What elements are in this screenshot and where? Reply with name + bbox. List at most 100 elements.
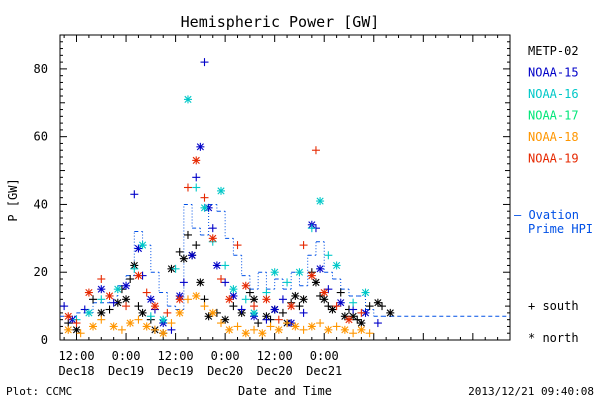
noaa-15-point <box>221 278 230 287</box>
legend-entry-metp-02: METP-02 <box>528 44 579 58</box>
x-tick-label-time: 12:00 <box>58 349 94 363</box>
metp-02-point <box>183 230 192 239</box>
noaa-16-point <box>192 183 201 192</box>
noaa-15-point <box>237 305 246 314</box>
marker-legend-south: + south <box>528 299 579 313</box>
legend-entry-noaa-15: NOAA-15 <box>528 66 579 80</box>
metp-02-point <box>353 315 362 324</box>
noaa-19-point <box>105 291 114 300</box>
noaa-16-point <box>217 186 226 195</box>
metp-02-point <box>386 308 395 317</box>
noaa-19-point <box>299 241 308 250</box>
metp-02-point <box>365 302 374 311</box>
noaa-18-point <box>349 329 358 338</box>
noaa-16-point <box>250 308 259 317</box>
noaa-15-point <box>146 295 155 304</box>
noaa-18-point <box>97 315 106 324</box>
y-tick-label: 60 <box>34 130 48 144</box>
noaa-15-point <box>122 281 131 290</box>
noaa-18-point <box>365 329 374 338</box>
noaa-19-point <box>344 315 353 324</box>
noaa-15-point <box>349 305 358 314</box>
legend-entry-noaa-18: NOAA-18 <box>528 130 579 144</box>
noaa-16-point <box>361 288 370 297</box>
noaa-18-point <box>76 329 85 338</box>
noaa-16-point <box>183 95 192 104</box>
metp-02-point <box>278 308 287 317</box>
noaa-16-point <box>171 264 180 273</box>
noaa-16-point <box>130 264 139 273</box>
noaa-19-point <box>142 288 151 297</box>
noaa-19-point <box>357 308 366 317</box>
metp-02-point <box>299 295 308 304</box>
x-tick-label-time: 0:00 <box>211 349 240 363</box>
y-axis: 0 20 40 60 80 <box>34 34 510 347</box>
legend-entry-ovation: — Ovation <box>514 208 579 222</box>
noaa-19-point <box>274 315 283 324</box>
noaa-19-point <box>311 146 320 155</box>
y-tick-label: 0 <box>41 333 48 347</box>
chart-title: Hemispheric Power [GW] <box>181 13 380 31</box>
metp-02-point <box>328 305 337 314</box>
noaa-18-point <box>266 322 275 331</box>
noaa-15-point <box>373 319 382 328</box>
noaa-19-point <box>134 271 143 280</box>
noaa-16-point <box>241 295 250 304</box>
x-tick-label-day: Dec20 <box>207 364 243 378</box>
noaa-19-point <box>233 241 242 250</box>
y-tick-label: 20 <box>34 265 48 279</box>
noaa-18-point <box>150 325 159 334</box>
noaa-18-point <box>64 325 73 334</box>
metp-02-point <box>175 247 184 256</box>
x-tick-label-day: Dec19 <box>108 364 144 378</box>
legend-entry-noaa-17: NOAA-17 <box>528 109 579 123</box>
noaa-15-point <box>299 308 308 317</box>
noaa-15-point <box>324 285 333 294</box>
noaa-18-point <box>258 329 267 338</box>
noaa-15-point <box>336 298 345 307</box>
noaa-15-point <box>80 305 89 314</box>
legend-entry-ovation-line2: Prime HPI <box>528 222 593 236</box>
x-tick-label-time: 0:00 <box>310 349 339 363</box>
noaa-18-point <box>183 295 192 304</box>
metp-02-point <box>357 319 366 328</box>
noaa-15-point <box>192 173 201 182</box>
noaa-18-point <box>109 322 118 331</box>
noaa-19-point <box>217 275 226 283</box>
noaa-15-point <box>262 315 271 324</box>
noaa-16-point <box>270 268 279 277</box>
noaa-15-point <box>130 190 139 199</box>
x-tick-label-day: Dec20 <box>257 364 293 378</box>
noaa-19-point <box>287 302 296 311</box>
y-axis-label: P [GW] <box>6 178 20 221</box>
noaa-19-point <box>208 234 217 243</box>
noaa-19-point <box>320 288 329 297</box>
noaa-18-point <box>233 322 242 331</box>
metp-02-point <box>72 325 81 334</box>
noaa-15-point <box>167 325 176 334</box>
noaa-18-point <box>217 319 226 328</box>
metp-02-point <box>64 319 73 328</box>
metp-02-point <box>89 295 98 304</box>
noaa-15-point <box>109 298 118 307</box>
noaa-18-point <box>340 325 349 334</box>
metp-02-point <box>245 288 254 297</box>
metp-02-point <box>336 288 345 297</box>
noaa-19-point <box>225 295 234 304</box>
metp-02-point <box>105 305 114 314</box>
noaa-16-point <box>200 203 209 212</box>
noaa-16-point <box>283 278 292 287</box>
noaa-19-point <box>72 319 81 328</box>
noaa-19-point <box>262 295 271 304</box>
noaa-15-point <box>278 295 287 304</box>
noaa-18-point <box>250 325 259 334</box>
noaa-19-point <box>64 312 73 321</box>
noaa-18-point <box>159 329 168 338</box>
noaa-16-point <box>332 261 341 270</box>
noaa-18-point <box>208 308 217 317</box>
metp-02-point <box>196 278 205 287</box>
metp-02-point <box>295 302 304 311</box>
noaa-15-point <box>208 224 217 233</box>
noaa-18-point <box>274 325 283 334</box>
